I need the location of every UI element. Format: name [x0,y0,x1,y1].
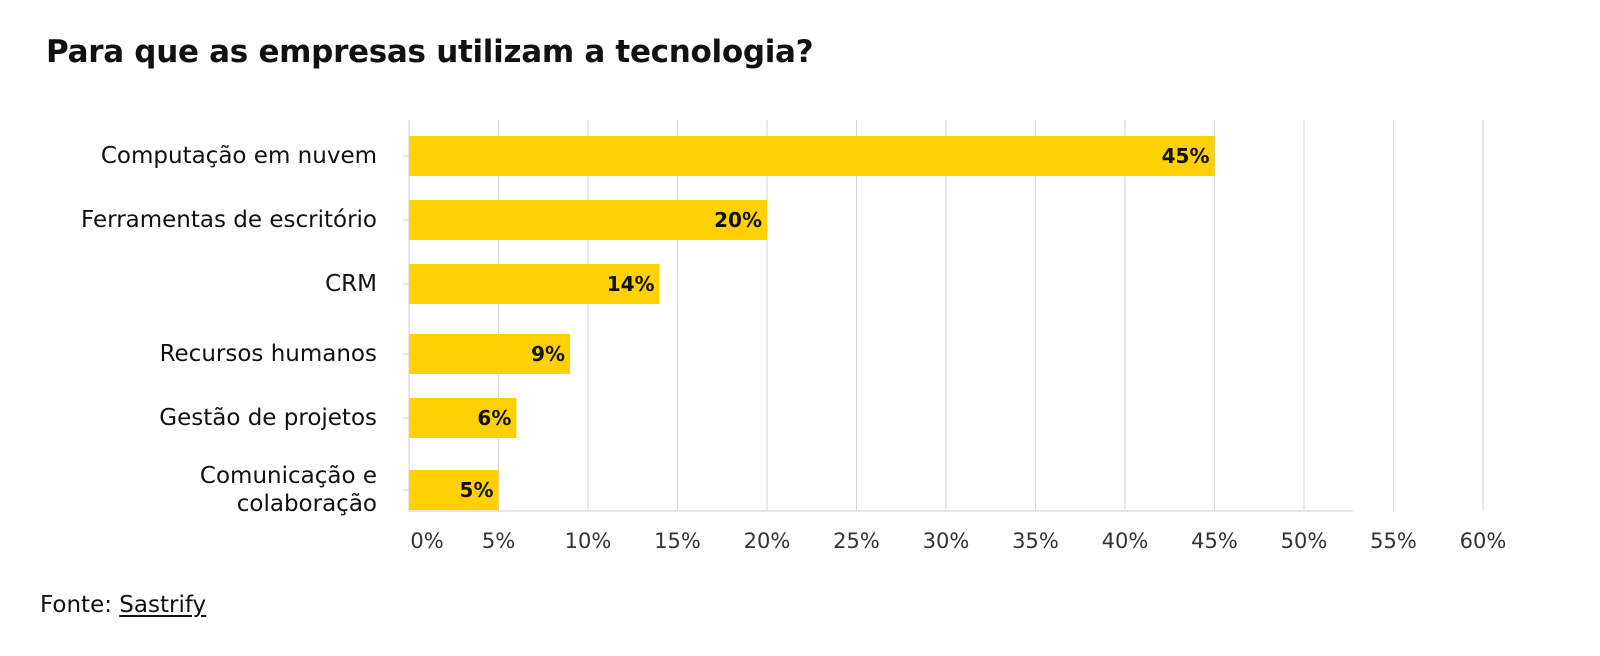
bar [409,334,571,374]
x-tick-label: 0% [410,529,443,553]
category-label-line: CRM [325,271,377,297]
x-tick-label: 20% [744,529,791,553]
bar [409,264,660,304]
data-label: 20% [714,208,762,232]
x-tick-label: 35% [1012,529,1059,553]
data-labels: 45% 20% 14% 9% 6% 5% [460,144,1210,502]
chart-title: Para que as empresas utilizam a tecnolog… [46,34,814,70]
data-label: 6% [477,406,511,430]
category-label: Ferramentas de escritório [81,207,377,233]
x-tick-label: 60% [1460,529,1507,553]
category-label-line: Computação em nuvem [101,143,377,169]
data-label: 14% [607,272,655,296]
source-link[interactable]: Sastrify [119,592,207,618]
data-label: 5% [460,478,494,502]
category-label-line: Recursos humanos [160,341,377,367]
x-tick-label: 25% [833,529,880,553]
x-tick-label: 45% [1191,529,1238,553]
x-tick-label: 55% [1370,529,1417,553]
x-tick-label: 5% [482,529,515,553]
data-label: 9% [531,342,565,366]
category-label: Recursos humanos [160,341,377,367]
bars [409,136,1215,510]
source-label: Fonte: [40,592,112,618]
category-label: Gestão de projetos [159,405,377,431]
x-tick-label: 30% [923,529,970,553]
category-label-line: Gestão de projetos [159,405,377,431]
source-note: Fonte: Sastrify [40,592,206,618]
category-label: Computação em nuvem [101,143,377,169]
x-tick-label: 50% [1281,529,1328,553]
x-tick-labels: 0% 5% 10% 15% 20% 25% 30% 35% 40% 45% 50% 55% 60% [410,529,1506,553]
gridlines [498,120,1484,511]
category-label: Comunicação e colaboração [200,463,377,517]
category-labels: Computação em nuvem Ferramentas de escrit… [81,143,377,517]
category-label-line: Ferramentas de escritório [81,207,377,233]
category-label-line: colaboração [237,491,377,517]
bar [409,200,767,240]
x-tick-label: 10% [565,529,612,553]
data-label: 45% [1162,144,1210,168]
x-tick-label: 40% [1102,529,1149,553]
x-tick-label: 15% [654,529,701,553]
bar [409,136,1215,176]
category-label: CRM [325,271,377,297]
bar [409,398,517,438]
axes [403,120,1353,512]
bar [409,470,499,510]
category-label-line: Comunicação e [200,463,377,489]
